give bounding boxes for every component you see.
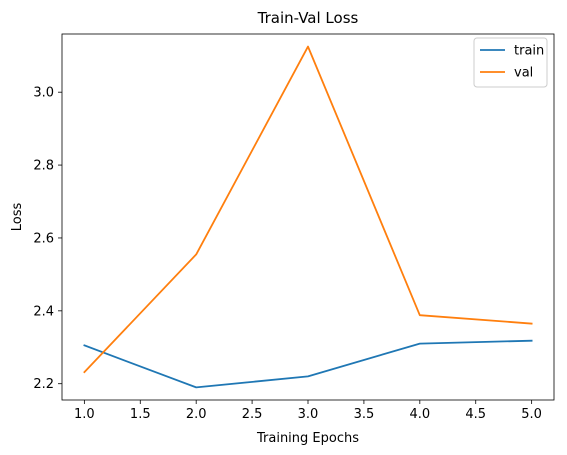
x-tick-label: 3.0: [298, 407, 319, 422]
x-axis-label: Training Epochs: [256, 431, 359, 446]
series-layer: [83, 45, 533, 389]
tick-layer: 1.0 1.5 2.0 2.5 3.0 3.5 4.0 4.5 5.0 2.2 2.4 2.6 2.8 3…: [33, 86, 542, 422]
series-line-val: [83, 45, 533, 374]
y-axis-label: Loss: [10, 203, 25, 232]
legend-label-train: train: [514, 44, 544, 59]
x-tick-label: 2.5: [242, 407, 263, 422]
plot-frame: [61, 33, 555, 401]
x-tick-label: 4.0: [409, 407, 430, 422]
y-tick-label: 2.2: [33, 377, 54, 392]
series-line-train: [83, 339, 533, 389]
x-tick-label: 1.5: [130, 407, 151, 422]
y-tick-label: 2.4: [33, 304, 54, 319]
chart-title: Train-Val Loss: [257, 9, 359, 27]
x-tick-label: 1.0: [74, 407, 95, 422]
y-tick-label: 2.8: [33, 159, 54, 174]
x-tick-label: 5.0: [521, 407, 542, 422]
plot-area: [62, 34, 554, 400]
legend-label-val: val: [514, 66, 533, 81]
y-tick-label: 3.0: [33, 86, 54, 101]
x-tick-label: 4.5: [465, 407, 486, 422]
y-tick-label: 2.6: [33, 231, 54, 246]
x-tick-label: 2.0: [186, 407, 207, 422]
legend: train val: [473, 37, 548, 88]
x-tick-label: 3.5: [354, 407, 375, 422]
